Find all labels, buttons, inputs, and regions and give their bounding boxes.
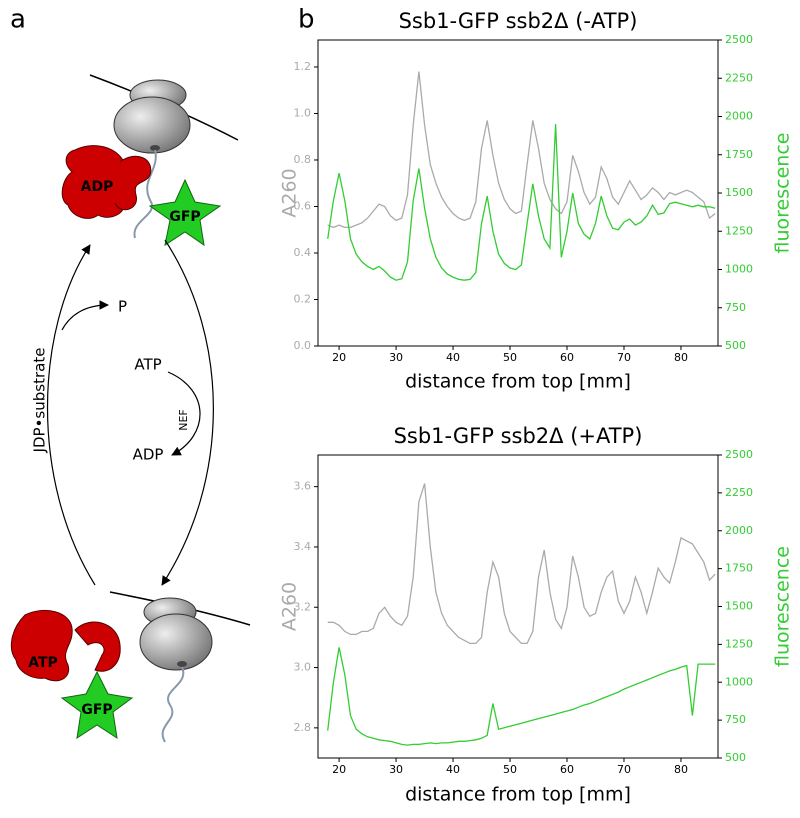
y2-tick-label: 1000 [725,263,753,276]
y2-tick-label: 2250 [725,71,753,84]
y-tick-label: 3.2 [294,600,312,613]
x-tick-label: 30 [389,763,403,776]
y-tick-label: 3.0 [294,661,312,674]
x-tick-label: 70 [617,763,631,776]
y2-axis-label: fluorescence [772,546,794,667]
phosphate-label: P [118,298,127,316]
y2-tick-label: 2250 [725,486,753,499]
exit-tunnel [150,145,160,151]
x-tick-label: 80 [674,763,688,776]
y-tick-label: 1.0 [294,106,312,119]
x-tick-label: 40 [446,763,460,776]
nucleotide-label: ADP [81,179,114,195]
y-tick-label: 1.2 [294,60,312,73]
hsp70-lid [74,621,121,672]
gfp [60,670,134,740]
y-tick-label: 0.6 [294,199,312,212]
y2-axis-label: fluorescence [772,133,794,254]
x-tick-label: 50 [503,763,517,776]
y2-tick-label: 2000 [725,110,753,123]
gfp [148,178,222,247]
x-tick-label: 30 [389,351,403,364]
y-tick-label: 0.4 [294,246,312,259]
y2-tick-label: 1000 [725,675,753,688]
panel-label: a [10,5,26,35]
x-axis-label: distance from top [mm] [405,784,631,806]
nascent-chain [133,149,157,239]
x-tick-label: 20 [332,351,346,364]
y2-tick-label: 1750 [725,148,753,161]
y-axis-label: A260 [279,582,301,631]
chart-title: Ssb1-GFP ssb2Δ (-ATP) [399,9,638,33]
arrow-activation [46,244,96,586]
ribosome-large [113,96,191,154]
x-tick-label: 70 [617,351,631,364]
arrow-release [161,239,214,586]
gfp-label: GFP [169,209,200,225]
y2-tick-label: 2500 [725,33,753,46]
y2-tick-label: 1250 [725,637,753,650]
hsp70-lid [114,155,152,211]
y2-tick-label: 1250 [725,224,753,237]
cycle-label: JDP•substrate [31,348,49,454]
hsp70-atp [10,609,73,682]
y-axis-label: A260 [279,168,301,217]
y2-tick-label: 1750 [725,562,753,575]
data-line [327,124,716,281]
y2-tick-label: 500 [725,339,746,352]
y2-tick-label: 750 [725,713,746,726]
y2-tick-label: 500 [725,751,746,764]
x-axis-label: distance from top [mm] [405,371,631,393]
y-tick-label: 2.8 [294,721,312,734]
data-line [327,71,716,229]
plot-frame [317,454,719,759]
y-tick-label: 0.0 [294,339,312,352]
y2-tick-label: 750 [725,301,746,314]
x-tick-label: 40 [446,351,460,364]
x-tick-label: 20 [332,763,346,776]
gfp-label: GFP [81,702,112,718]
y-tick-label: 0.8 [294,153,312,166]
panel-a: a ADP GFP P ATP NEF ADP JDP•substrate AT… [10,5,251,743]
y-tick-label: 3.6 [294,480,312,493]
data-line [327,647,716,746]
exit-tunnel [177,661,187,667]
exchange-to: ADP [133,446,164,464]
arrow-exchange [167,371,201,456]
y2-tick-label: 1500 [725,600,753,613]
y-tick-label: 0.2 [294,292,312,305]
chart-title: Ssb1-GFP ssb2Δ (+ATP) [394,424,643,448]
y-tick-label: 3.4 [294,540,312,553]
x-tick-label: 80 [674,351,688,364]
y2-tick-label: 2500 [725,448,753,461]
x-tick-label: 50 [503,351,517,364]
arrow-phosphate [61,300,109,331]
x-tick-label: 60 [560,763,574,776]
nucleotide-label: ATP [28,655,58,671]
exchange-factor: NEF [177,409,190,431]
x-tick-label: 60 [560,351,574,364]
chart: Ssb1-GFP ssb2Δ (-ATP) 20 30 40 50 60 70 80 0.0 0.… [279,9,794,393]
y2-tick-label: 2000 [725,524,753,537]
ribosome-large [139,613,213,671]
nascent-chain [161,666,185,743]
chart: Ssb1-GFP ssb2Δ (+ATP) 20 30 40 50 60 70 80 2.8 3.… [279,424,794,806]
data-line [327,483,716,645]
panel-label: b [298,5,315,35]
exchange-from: ATP [134,356,161,374]
y2-tick-label: 1500 [725,186,753,199]
